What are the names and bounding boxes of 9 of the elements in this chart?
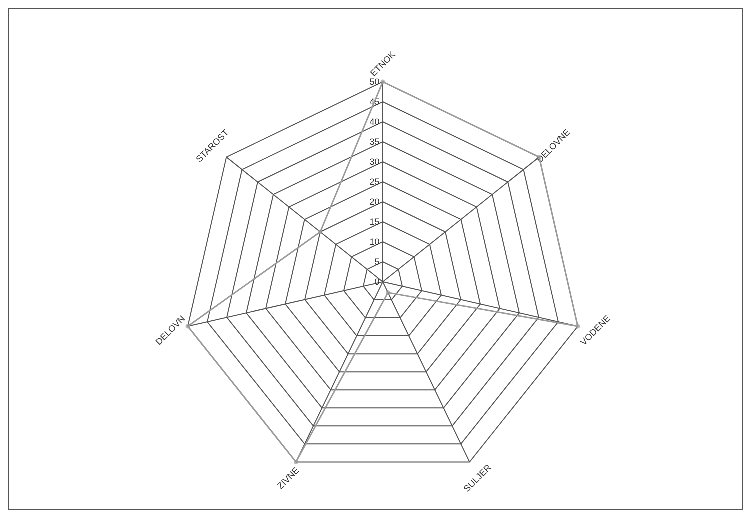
y-tick-label: 10 — [370, 237, 380, 247]
y-tick-label: 50 — [370, 77, 380, 87]
y-tick-label: 30 — [370, 157, 380, 167]
y-tick-label: 5 — [374, 257, 380, 267]
y-tick-label: 40 — [370, 117, 380, 127]
y-tick-label: 15 — [370, 217, 380, 227]
y-tick-label: 20 — [370, 197, 380, 207]
y-tick-label: 35 — [370, 137, 380, 147]
y-tick-label: 25 — [370, 177, 380, 187]
